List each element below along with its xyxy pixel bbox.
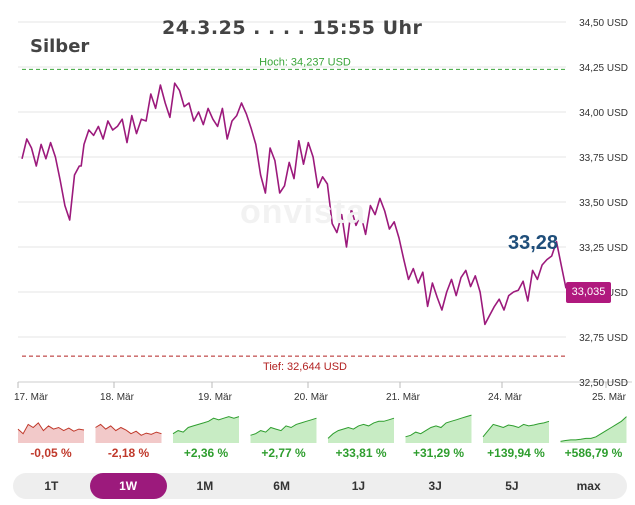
x-axis-ticks: 17. Mär 18. Mär 19. Mär 20. Mär 21. Mär 24. M… <box>14 382 627 403</box>
performance-label: +33,81 % <box>335 446 386 460</box>
sparkline-line <box>172 416 240 435</box>
performance-label: -0,05 % <box>30 446 72 460</box>
x-tick-label: 18. Mär <box>100 392 135 403</box>
period-button-max[interactable]: max <box>576 479 601 493</box>
grid-lines <box>18 21 632 383</box>
last-price-badge: 33,035 <box>566 282 611 303</box>
y-axis-ticks: 34,50 USD 34,25 USD 34,00 USD 33,75 USD 33,5… <box>579 18 628 389</box>
period-button-6m[interactable]: 6M <box>273 479 290 493</box>
performance-label: +139,94 % <box>487 446 545 460</box>
high-label: Hoch: 34,237 USD <box>259 56 351 68</box>
price-series <box>21 82 567 326</box>
period-button-5j[interactable]: 5J <box>505 479 519 493</box>
x-tick-label: 21. Mär <box>386 392 421 403</box>
y-tick-label: 34,25 USD <box>579 63 628 74</box>
period-selector: 1T 1W 1M 6M 1J 3J 5J max <box>13 473 627 499</box>
sparkline-area <box>328 418 394 443</box>
x-tick-label: 20. Mär <box>294 392 329 403</box>
y-tick-label: 34,50 USD <box>579 18 628 29</box>
sparkline-line <box>95 423 162 436</box>
period-button-1j[interactable]: 1J <box>351 479 366 493</box>
performance-label: +31,29 % <box>413 446 464 460</box>
period-button-1w[interactable]: 1W <box>89 473 167 499</box>
sparkline-area <box>173 416 239 443</box>
current-price-label: 33,28 <box>508 232 559 254</box>
period-button-3j[interactable]: 3J <box>428 479 442 493</box>
performance-label: +586,79 % <box>565 446 623 460</box>
x-tick-label: 19. Mär <box>198 392 233 403</box>
performance-label: +2,36 % <box>184 446 229 460</box>
period-button-1m[interactable]: 1M <box>196 479 214 493</box>
x-tick-label: 25. Mär <box>592 392 627 403</box>
y-tick-label: 33,25 USD <box>579 243 628 254</box>
sparkline-area <box>18 422 84 443</box>
instrument-title: Silber <box>30 36 90 57</box>
y-tick-label: 33,50 USD <box>579 198 628 209</box>
sparkline-line <box>327 417 395 439</box>
sparkline-area <box>250 418 317 443</box>
y-tick-label: 33,75 USD <box>579 153 628 164</box>
sparkline-area <box>95 424 162 443</box>
x-tick-label: 24. Mär <box>488 392 523 403</box>
y-tick-label: 32,75 USD <box>579 333 628 344</box>
y-tick-label: 34,00 USD <box>579 108 628 119</box>
x-tick-label: 17. Mär <box>14 392 49 403</box>
timestamp: 24.3.25 . . . . 15:55 Uhr <box>162 17 423 39</box>
sparkline-line <box>17 422 85 435</box>
sparkline-line <box>250 417 317 436</box>
y-tick-label: 32,50 USD <box>579 378 628 389</box>
performance-label: +2,77 % <box>261 446 306 460</box>
watermark-logo: onvista <box>240 193 367 231</box>
performance-label: -2,18 % <box>108 446 150 460</box>
sparkline-area <box>560 416 627 443</box>
price-line <box>21 82 567 326</box>
low-label: Tief: 32,644 USD <box>263 361 347 373</box>
period-button-1t[interactable]: 1T <box>44 479 59 493</box>
sparkline-line <box>405 414 472 438</box>
performance-sparklines: -0,05 % -2,18 % +2,36 % +2,77 % +33,81 % +31,… <box>17 414 627 460</box>
reference-lines: Hoch: 34,237 USD Tief: 32,644 USD <box>22 56 566 373</box>
sparkline-area <box>405 415 472 443</box>
sparkline-line <box>482 420 550 438</box>
sparkline-line <box>560 416 627 442</box>
